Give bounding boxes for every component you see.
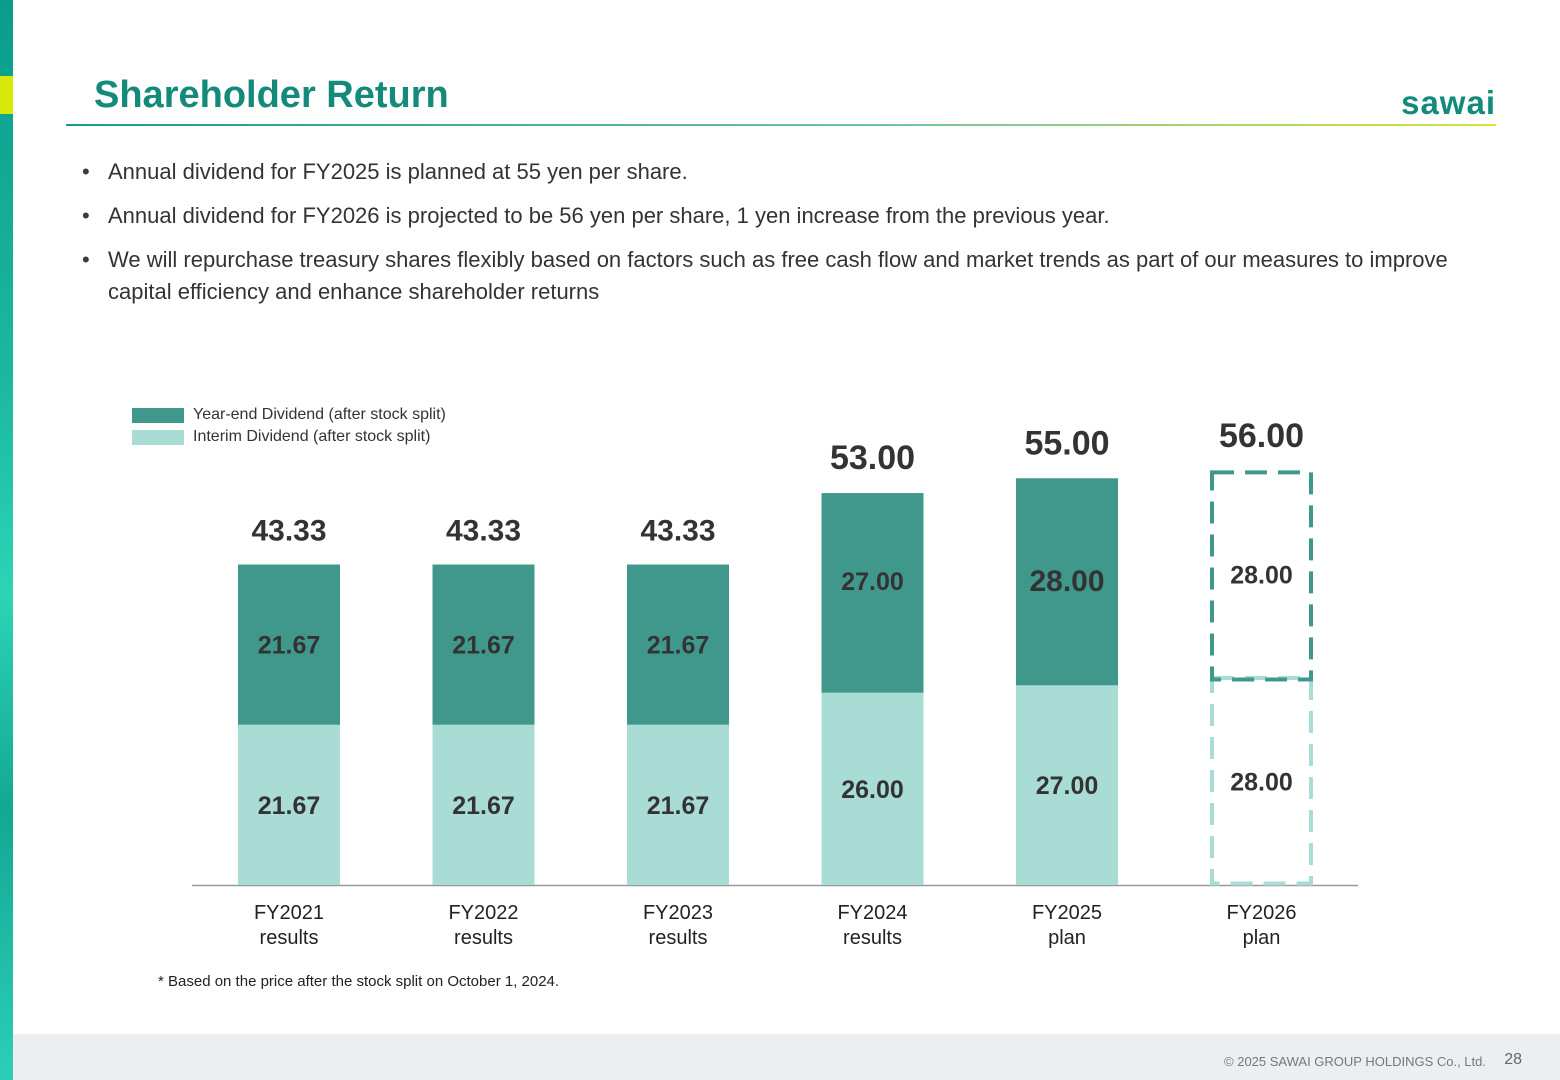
data-label-interim: 21.67 — [452, 792, 515, 820]
bar-interim — [432, 724, 535, 885]
sawai-logo: sawai — [1401, 84, 1496, 121]
page-title: Shareholder Return — [94, 74, 449, 116]
side-accent-mark — [0, 76, 13, 114]
bar-interim-forecast — [1210, 675, 1313, 886]
data-label-year-end: 21.67 — [452, 632, 515, 660]
x-tick-label: results — [649, 927, 708, 949]
chart-legend: Year-end Dividend (after stock split) In… — [132, 404, 446, 448]
x-tick-label: FY2025 — [1032, 902, 1102, 924]
bar-year-end — [627, 564, 729, 725]
bullet-item: Annual dividend for FY2026 is projected … — [80, 200, 1500, 232]
bar-interim — [821, 692, 924, 885]
data-label-total: 56.00 — [1219, 417, 1304, 455]
data-label-year-end: 28.00 — [1029, 565, 1104, 598]
x-tick-label: results — [843, 927, 902, 949]
bar-year-end — [821, 493, 924, 693]
x-tick-label: FY2022 — [448, 902, 518, 924]
bar-interim — [1016, 685, 1118, 885]
data-label-year-end: 28.00 — [1230, 561, 1293, 589]
data-label-interim: 21.67 — [258, 792, 321, 820]
bar-year-end — [432, 564, 535, 725]
bar-interim — [238, 724, 340, 885]
data-label-total: 55.00 — [1024, 424, 1109, 462]
bar-year-end — [238, 564, 340, 725]
chart-footnote: * Based on the price after the stock spl… — [158, 973, 560, 990]
x-tick-label: FY2023 — [643, 902, 713, 924]
legend-swatch-interim — [132, 429, 184, 445]
footer-band — [13, 1034, 1560, 1080]
data-label-year-end: 21.67 — [647, 632, 710, 660]
copyright-text: © 2025 SAWAI GROUP HOLDINGS Co., Ltd. — [1224, 1054, 1486, 1069]
data-label-interim: 21.67 — [647, 792, 710, 820]
legend-swatch-year-end — [132, 407, 184, 423]
bullet-item: Annual dividend for FY2025 is planned at… — [80, 156, 1500, 188]
x-tick-label: results — [260, 927, 319, 949]
side-decoration-bar — [0, 0, 13, 1080]
bar-interim — [627, 724, 729, 885]
legend-label-year-end: Year-end Dividend (after stock split) — [193, 406, 446, 423]
data-label-total: 53.00 — [830, 439, 915, 477]
x-tick-label: plan — [1243, 927, 1281, 949]
data-label-interim: 26.00 — [841, 776, 904, 804]
data-label-year-end: 27.00 — [841, 568, 904, 596]
summary-bullets: Annual dividend for FY2025 is planned at… — [80, 156, 1500, 320]
legend-item-interim: Interim Dividend (after stock split) — [132, 426, 446, 448]
x-tick-label: FY2026 — [1226, 902, 1296, 924]
bar-year-end-forecast — [1210, 470, 1313, 682]
bullet-item: We will repurchase treasury shares flexi… — [80, 244, 1500, 308]
x-tick-label: FY2021 — [254, 902, 324, 924]
legend-label-interim: Interim Dividend (after stock split) — [193, 428, 431, 445]
data-label-interim: 27.00 — [1036, 772, 1099, 800]
data-label-total: 43.33 — [251, 515, 326, 548]
data-label-interim: 28.00 — [1230, 768, 1293, 796]
legend-item-year-end: Year-end Dividend (after stock split) — [132, 404, 446, 426]
x-tick-label: plan — [1048, 927, 1086, 949]
page-number: 28 — [1504, 1051, 1522, 1068]
x-tick-label: results — [454, 927, 513, 949]
x-tick-label: FY2024 — [837, 902, 907, 924]
data-label-total: 43.33 — [640, 515, 715, 548]
title-divider — [66, 124, 1496, 126]
data-label-total: 43.33 — [446, 515, 521, 548]
data-label-year-end: 21.67 — [258, 632, 321, 660]
bar-year-end — [1016, 478, 1118, 686]
